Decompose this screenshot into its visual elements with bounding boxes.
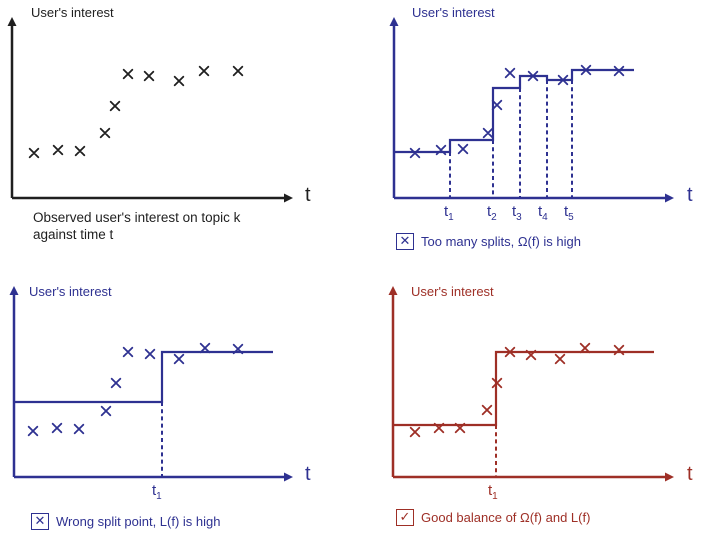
x-marker-box-icon: ✕ [31,513,49,530]
axes-lines [10,25,285,200]
tick-label-t4: t4 [538,203,548,223]
observed-x-axis-label: t [305,184,311,206]
x-marker-box-icon: ✕ [396,233,414,250]
axes-lines [392,25,666,200]
step-function-line [394,68,634,154]
observed-caption: Observed user's interest on topic k agai… [33,210,240,243]
observed-caption-line2: against time t [33,226,114,242]
too-many-splits-caption-text: Too many splits, Ω(f) is high [421,234,581,249]
wrong-split-graphics [9,286,293,482]
axis-arrowhead-icon [9,286,293,482]
too-many-splits-panel-title: User's interest [412,5,495,20]
too-many-splits-graphics [389,17,674,203]
good-balance-caption: ✓ Good balance of Ω(f) and L(f) [396,509,590,526]
too-many-splits-caption: ✕ Too many splits, Ω(f) is high [396,233,581,250]
wrong-split-caption: ✕ Wrong split point, L(f) is high [31,513,221,530]
wrong-split-panel-title: User's interest [29,284,112,299]
observed-panel-title: User's interest [31,5,114,20]
step-function-line [14,350,273,404]
wrong-split-x-axis-label: t [305,463,311,485]
tick-label-t5: t5 [564,203,574,223]
check-marker-box-icon: ✓ [396,509,414,526]
data-point-x-marks [409,342,625,438]
good-balance-caption-text: Good balance of Ω(f) and L(f) [421,510,591,525]
good-balance-panel-title: User's interest [411,284,494,299]
observed-graphics [7,17,293,203]
axes-lines [391,294,666,479]
good-balance-x-axis-label: t [687,463,693,485]
wrong-split-caption-text: Wrong split point, L(f) is high [56,514,221,529]
axis-arrowhead-icon [388,286,674,482]
step-function-line [393,350,654,427]
data-point-x-marks [409,64,625,159]
axes-lines [12,294,285,479]
good-balance-graphics [388,286,674,482]
data-point-x-marks [27,342,244,437]
tick-label-t3: t3 [512,203,522,223]
tick-label-t1: t1 [444,203,454,223]
tick-label-t1: t1 [152,482,162,502]
axis-arrowhead-icon [7,17,293,203]
tick-label-t2: t2 [487,203,497,223]
observed-caption-line1: Observed user's interest on topic k [33,210,241,225]
too-many-splits-x-axis-label: t [687,184,693,206]
data-point-x-marks [28,65,244,159]
tick-label-t1: t1 [488,482,498,502]
axis-arrowhead-icon [389,17,674,203]
